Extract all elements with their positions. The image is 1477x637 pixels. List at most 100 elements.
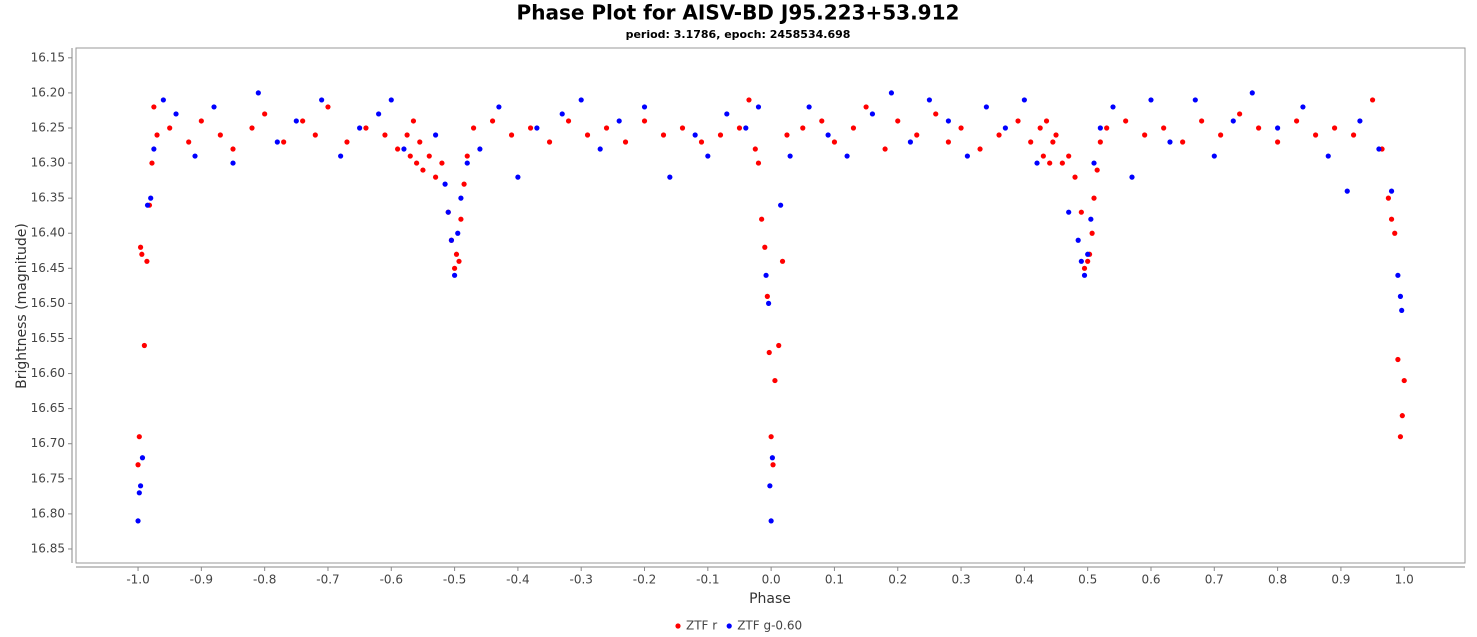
data-point (806, 104, 812, 110)
y-tick-label: 16.60 (31, 366, 65, 380)
data-point (616, 118, 622, 124)
data-point (1078, 258, 1084, 264)
series (135, 90, 1405, 524)
data-point (407, 153, 413, 159)
x-tick-label: 0.7 (1205, 573, 1224, 587)
data-point (1021, 97, 1027, 103)
y-tick-label: 16.85 (31, 541, 65, 555)
data-point (464, 160, 470, 166)
data-point (1094, 167, 1100, 173)
y-tick-label: 16.75 (31, 471, 65, 485)
data-point (420, 167, 426, 173)
x-tick-label: -0.2 (633, 573, 656, 587)
data-point (1392, 230, 1398, 236)
data-point (1037, 125, 1043, 131)
data-point (1325, 153, 1331, 159)
data-point (136, 490, 142, 496)
data-point (344, 139, 350, 145)
data-point (376, 111, 382, 117)
data-point (325, 104, 331, 110)
data-point (743, 125, 749, 131)
data-point (1218, 132, 1224, 138)
data-point (914, 132, 920, 138)
data-point (1097, 139, 1103, 145)
data-point (141, 342, 147, 349)
data-point (933, 111, 939, 117)
data-point (173, 111, 179, 117)
data-point (1369, 97, 1376, 103)
data-point (766, 349, 772, 356)
data-point (455, 230, 461, 236)
data-point (844, 153, 850, 159)
data-point (1081, 272, 1088, 278)
x-tick-label: -0.5 (443, 573, 466, 587)
data-point (136, 434, 142, 440)
data-point (768, 518, 774, 524)
data-point (1043, 118, 1050, 124)
data-point (534, 125, 540, 131)
data-point (769, 455, 775, 461)
data-point (414, 160, 420, 166)
data-point (1385, 195, 1391, 201)
data-point (736, 125, 743, 131)
data-point (319, 97, 325, 103)
data-point (1091, 195, 1097, 201)
data-point (746, 97, 752, 103)
legend-label: ZTF g-0.60 (737, 619, 802, 633)
plot-area (75, 47, 1466, 564)
data-point (432, 132, 439, 138)
data-point (139, 251, 145, 257)
data-point (1066, 153, 1072, 159)
data-point (1256, 125, 1262, 131)
data-point (363, 125, 369, 131)
data-point (1123, 118, 1129, 124)
data-point (831, 139, 838, 145)
data-point (869, 111, 876, 117)
data-point (1081, 265, 1088, 271)
data-point (766, 300, 772, 306)
data-point (779, 258, 786, 264)
data-point (255, 90, 261, 96)
data-point (787, 153, 793, 159)
data-point (1034, 160, 1040, 166)
data-point (660, 132, 667, 138)
data-point (230, 146, 236, 152)
data-point (137, 483, 144, 489)
data-point (338, 153, 344, 159)
data-point (300, 118, 306, 124)
x-tick-label: 0.1 (825, 573, 844, 587)
y-tick-label: 16.30 (31, 156, 65, 170)
data-point (160, 97, 166, 103)
data-point (149, 160, 155, 166)
data-point (432, 174, 439, 180)
data-point (1237, 111, 1243, 117)
data-point (515, 174, 521, 180)
data-point (312, 132, 318, 138)
data-point (144, 202, 151, 208)
data-point (1344, 188, 1350, 194)
data-point (1350, 132, 1357, 138)
data-point (1312, 132, 1319, 138)
data-point (1300, 104, 1306, 110)
data-point (1376, 146, 1382, 152)
data-point (217, 132, 223, 138)
series (135, 97, 1407, 468)
y-tick-label: 16.35 (31, 191, 65, 205)
x-axis-label: Phase (749, 591, 791, 607)
x-tick-label: -1.0 (126, 573, 149, 587)
data-point (489, 118, 496, 124)
data-point (764, 293, 770, 299)
data-point (139, 455, 146, 461)
data-point (426, 153, 432, 159)
data-point (1072, 174, 1078, 180)
x-tick-label: -0.9 (190, 573, 213, 587)
data-point (983, 104, 989, 110)
data-point (882, 146, 888, 152)
data-point (154, 132, 160, 138)
data-point (144, 258, 150, 264)
data-point (527, 125, 534, 131)
y-tick-label: 16.15 (31, 50, 65, 64)
data-point (559, 111, 565, 117)
